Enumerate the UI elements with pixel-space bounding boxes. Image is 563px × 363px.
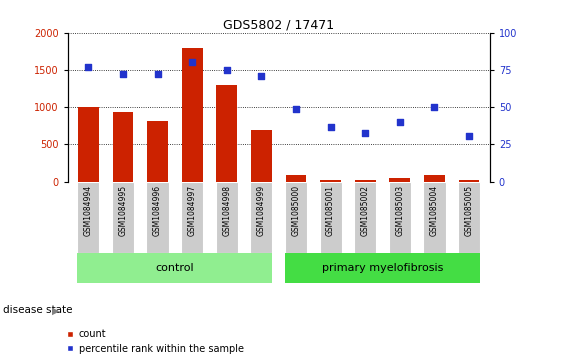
Bar (182, 48, 203, 182)
Bar (320, 180, 341, 182)
Bar (424, 175, 445, 182)
Text: GSM1084999: GSM1084999 (257, 185, 266, 236)
Text: GSM1085001: GSM1085001 (326, 185, 335, 236)
Bar (251, 130, 272, 182)
Bar (251, 182, 272, 253)
Bar (146, 182, 169, 253)
Bar (216, 85, 237, 182)
Bar (354, 182, 376, 253)
Bar (216, 182, 238, 253)
Bar (285, 175, 306, 182)
Point (430, 104, 439, 110)
Point (222, 67, 231, 73)
Text: GSM1084996: GSM1084996 (153, 185, 162, 236)
Bar (285, 182, 307, 253)
Point (84, 64, 93, 70)
Bar (181, 182, 203, 253)
Text: primary myelofibrosis: primary myelofibrosis (322, 263, 443, 273)
Bar (355, 180, 376, 182)
Bar (388, 182, 411, 253)
Point (153, 72, 162, 77)
Text: GSM1084997: GSM1084997 (187, 185, 196, 236)
Point (361, 130, 370, 135)
Text: GSM1084994: GSM1084994 (84, 185, 93, 236)
Point (292, 106, 301, 111)
Title: GDS5802 / 17471: GDS5802 / 17471 (223, 19, 334, 32)
Point (118, 72, 127, 77)
Point (187, 60, 196, 65)
Legend: count, percentile rank within the sample: count, percentile rank within the sample (61, 326, 248, 358)
Text: disease state: disease state (3, 305, 72, 315)
Bar (423, 182, 445, 253)
Bar (147, 121, 168, 182)
Bar (112, 182, 134, 253)
Text: GSM1084998: GSM1084998 (222, 185, 231, 236)
Text: GSM1085003: GSM1085003 (395, 185, 404, 236)
Text: GSM1085005: GSM1085005 (464, 185, 473, 236)
Bar (78, 107, 99, 182)
Bar (113, 112, 133, 182)
Bar (285, 253, 480, 283)
Text: GSM1085002: GSM1085002 (361, 185, 370, 236)
Text: GSM1085004: GSM1085004 (430, 185, 439, 236)
Text: control: control (155, 263, 194, 273)
Point (257, 73, 266, 79)
Point (464, 132, 473, 138)
Text: GSM1085000: GSM1085000 (292, 185, 301, 236)
Bar (459, 180, 480, 182)
Bar (77, 253, 272, 283)
Point (395, 119, 404, 125)
Bar (77, 182, 100, 253)
Bar (320, 182, 342, 253)
Text: ▶: ▶ (52, 305, 59, 315)
Text: GSM1084995: GSM1084995 (118, 185, 127, 236)
Point (326, 124, 335, 130)
Bar (390, 178, 410, 182)
Bar (458, 182, 480, 253)
